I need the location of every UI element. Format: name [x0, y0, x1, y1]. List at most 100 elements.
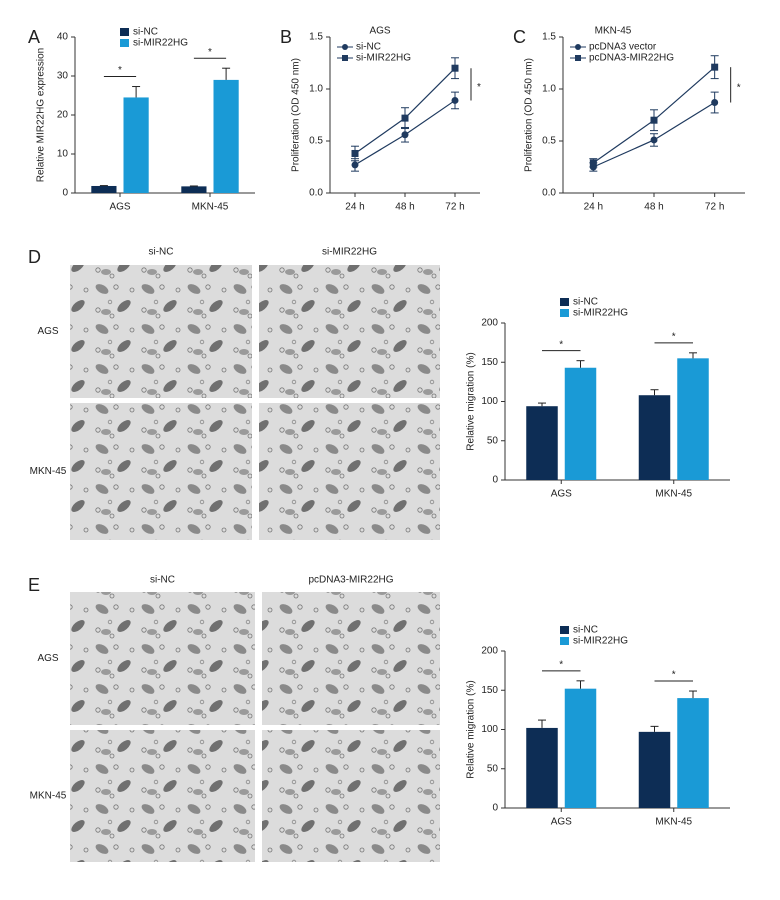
legend-swatch — [560, 637, 569, 645]
micrograph — [259, 265, 440, 398]
bar — [564, 688, 597, 808]
legend-swatch — [120, 39, 129, 47]
legend-swatch — [560, 298, 569, 306]
y-tick-label: 200 — [481, 318, 498, 329]
bar — [526, 727, 558, 808]
y-tick-label: 100 — [481, 396, 498, 407]
significance-label: * — [208, 47, 212, 58]
y-axis-label: Relative migration (%) — [466, 680, 477, 778]
y-tick-label: 0 — [492, 803, 498, 814]
x-tick-label: AGS — [551, 817, 572, 828]
bar — [677, 698, 709, 808]
y-tick-label: 10 — [57, 149, 69, 160]
significance-label: * — [737, 82, 741, 93]
bar — [123, 97, 149, 193]
legend-label: si-MIR22HG — [573, 308, 628, 319]
bar — [677, 358, 709, 480]
y-tick-label: 0.0 — [309, 188, 323, 199]
bar — [526, 406, 558, 480]
column-label: si-NC — [149, 247, 174, 258]
x-tick-label: AGS — [551, 489, 572, 500]
legend-swatch — [120, 28, 129, 36]
panel-letter: D — [28, 247, 41, 267]
column-label: si-MIR22HG — [322, 247, 377, 258]
marker — [351, 149, 359, 157]
significance-label: * — [118, 65, 122, 76]
bar — [638, 731, 671, 808]
bar — [91, 185, 117, 193]
bar — [181, 186, 207, 193]
panel-letter: A — [28, 27, 40, 47]
y-tick-label: 0 — [492, 475, 498, 486]
y-axis-label: Relative MIR22HG expression — [36, 48, 47, 183]
significance-label: * — [672, 331, 676, 342]
legend-label: si-MIR22HG — [573, 636, 628, 647]
x-tick-label: 24 h — [345, 202, 364, 213]
micrograph — [70, 592, 255, 725]
y-axis-label: Relative migration (%) — [466, 352, 477, 450]
legend-label: pcDNA3 vector — [589, 42, 657, 53]
column-label: pcDNA3-MIR22HG — [308, 575, 393, 586]
x-tick-label: MKN-45 — [192, 202, 229, 213]
x-tick-label: 72 h — [445, 202, 464, 213]
bar — [564, 367, 597, 480]
chart-title: AGS — [369, 26, 390, 37]
y-tick-label: 0.5 — [309, 136, 323, 147]
legend-marker — [575, 44, 581, 50]
legend-swatch — [560, 626, 569, 634]
x-tick-label: AGS — [109, 202, 130, 213]
y-tick-label: 0.5 — [542, 136, 556, 147]
x-tick-label: 48 h — [644, 202, 663, 213]
marker — [589, 159, 597, 167]
legend-marker — [575, 55, 581, 61]
y-tick-label: 20 — [57, 110, 69, 121]
micrograph — [259, 403, 440, 540]
y-tick-label: 150 — [481, 357, 498, 368]
x-tick-label: 24 h — [584, 202, 603, 213]
row-label: MKN-45 — [30, 466, 67, 477]
legend-label: si-NC — [573, 625, 598, 636]
legend-swatch — [560, 309, 569, 317]
row-label: AGS — [37, 653, 58, 664]
bar — [638, 395, 671, 480]
significance-label: * — [559, 339, 563, 350]
y-tick-label: 30 — [57, 71, 69, 82]
legend-label: si-NC — [573, 297, 598, 308]
panel-letter: C — [513, 27, 526, 47]
marker — [351, 161, 359, 169]
column-label: si-NC — [150, 575, 175, 586]
significance-label: * — [477, 82, 481, 93]
legend-label: si-NC — [133, 27, 158, 38]
y-tick-label: 1.5 — [309, 32, 323, 43]
y-axis-label: Proliferation (OD 450 nm) — [291, 58, 302, 172]
y-tick-label: 40 — [57, 32, 69, 43]
bar — [213, 79, 239, 193]
significance-label: * — [559, 659, 563, 670]
y-tick-label: 200 — [481, 646, 498, 657]
micrograph — [70, 403, 252, 540]
y-tick-label: 1.0 — [309, 84, 323, 95]
row-label: MKN-45 — [30, 791, 67, 802]
y-tick-label: 100 — [481, 724, 498, 735]
legend-label: si-MIR22HG — [133, 38, 188, 49]
marker — [711, 99, 719, 107]
marker — [401, 114, 409, 122]
marker — [401, 131, 409, 139]
y-tick-label: 1.0 — [542, 84, 556, 95]
legend-label: si-NC — [356, 42, 381, 53]
micrograph — [262, 592, 440, 725]
significance-label: * — [672, 670, 676, 681]
marker — [451, 64, 459, 72]
panel-letter: E — [28, 575, 40, 595]
micrograph — [70, 265, 252, 398]
x-tick-label: 48 h — [395, 202, 414, 213]
y-tick-label: 1.5 — [542, 32, 556, 43]
micrograph — [262, 730, 440, 862]
x-tick-label: MKN-45 — [655, 489, 692, 500]
y-tick-label: 0 — [62, 188, 68, 199]
micrograph — [70, 730, 255, 862]
y-tick-label: 50 — [487, 763, 499, 774]
chart-title: MKN-45 — [595, 26, 632, 37]
legend-marker — [342, 55, 348, 61]
row-label: AGS — [37, 326, 58, 337]
